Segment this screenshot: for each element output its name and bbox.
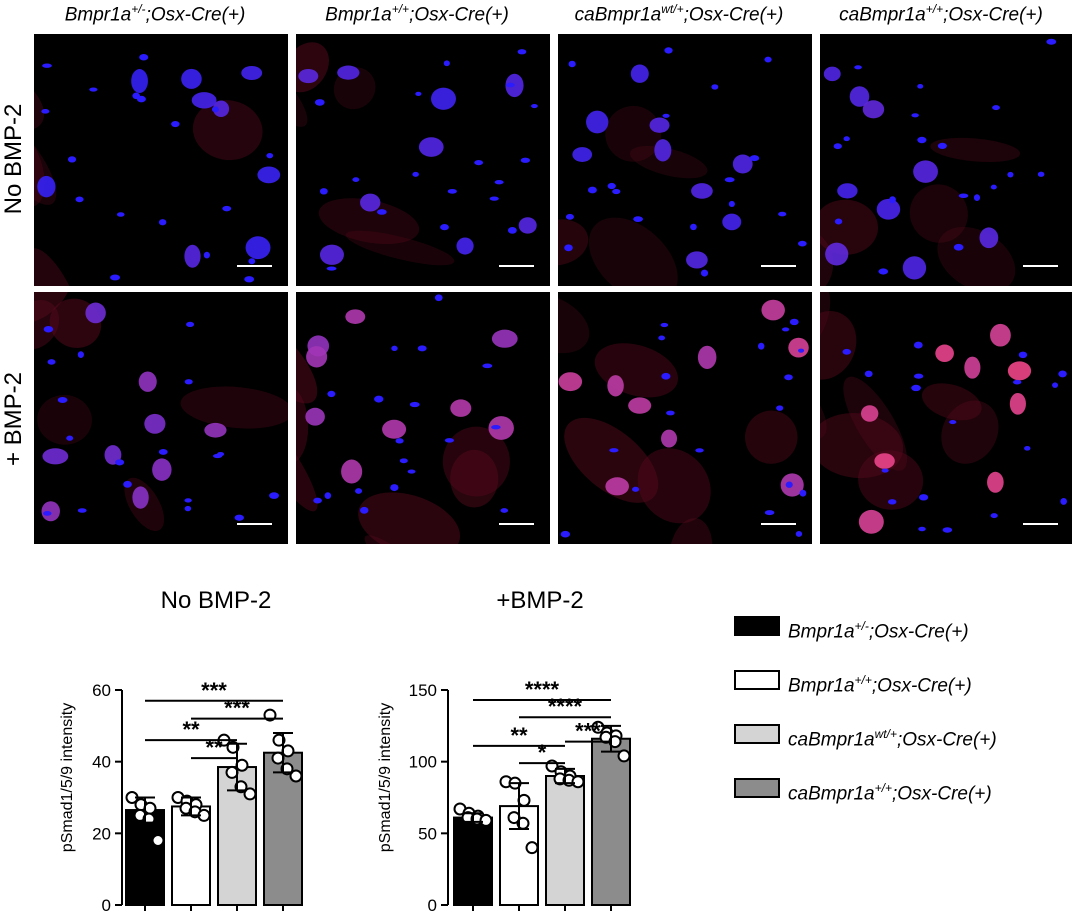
genotype-sup: +/- (131, 2, 146, 16)
significance-label: **** (525, 677, 560, 702)
micrograph-image (34, 34, 288, 286)
data-point (591, 720, 605, 734)
column-header: Bmpr1a+/+;Osx-Cre(+) (286, 2, 548, 26)
data-point (289, 769, 303, 783)
genotype-sup: +/+ (925, 2, 944, 16)
legend-swatch (734, 724, 780, 744)
legend-label: Bmpr1a+/-;Osx-Cre(+) (788, 619, 969, 643)
significance-label: * (538, 740, 547, 765)
micrograph-image (34, 292, 288, 544)
chart-title: No BMP-2 (161, 587, 272, 614)
micrograph-panel (34, 292, 288, 544)
row-label-no-bmp2: No BMP-2 (0, 103, 27, 215)
micrograph-panel (558, 34, 812, 286)
y-tick-label: 0 (102, 896, 111, 914)
significance-label: *** (224, 696, 250, 721)
genotype-base: Bmpr1a (64, 4, 132, 26)
significance-label: *** (201, 678, 227, 703)
legend-label: caBmpr1a+/+;Osx-Cre(+) (788, 781, 992, 805)
genotype-rest: ;Osx-Cre(+) (409, 4, 509, 26)
data-point (281, 744, 295, 758)
data-point (617, 749, 631, 763)
bar (545, 775, 585, 906)
legend-label: caBmpr1awt/+;Osx-Cre(+) (788, 727, 997, 751)
micrograph-panel (34, 34, 288, 286)
y-tick-label: 100 (409, 753, 437, 772)
column-header: caBmpr1a+/+;Osx-Cre(+) (810, 2, 1072, 26)
micrograph-image (820, 292, 1072, 544)
significance-label: *** (575, 719, 601, 744)
micrograph-panel (820, 292, 1072, 544)
y-tick-label: 40 (92, 753, 111, 772)
micrograph-image (558, 292, 812, 544)
data-point (479, 813, 493, 827)
significance-label: **** (548, 694, 583, 719)
data-point (525, 841, 539, 855)
legend-swatch (734, 778, 780, 798)
column-header: caBmpr1awt/+;Osx-Cre(+) (548, 2, 810, 26)
y-tick-label: 50 (418, 824, 437, 843)
significance-label: ** (205, 735, 223, 760)
genotype-rest: ;Osx-Cre(+) (943, 4, 1043, 26)
genotype-rest: ;Osx-Cre(+) (683, 4, 784, 26)
genotype-sup: +/+ (391, 2, 410, 16)
data-point (271, 751, 285, 765)
significance-label: ** (510, 723, 528, 748)
data-point (571, 775, 585, 789)
micrograph-image (296, 292, 550, 544)
data-point (517, 793, 531, 807)
column-header: Bmpr1a+/-;Osx-Cre(+) (24, 2, 286, 26)
data-point (272, 733, 286, 747)
significance-label: ** (182, 717, 200, 742)
data-point (243, 787, 257, 801)
chart-title: +BMP-2 (496, 587, 583, 614)
micrograph-panel (296, 292, 550, 544)
genotype-base: caBmpr1a (839, 4, 926, 26)
y-tick-label: 150 (409, 681, 437, 700)
bar (591, 737, 631, 906)
data-point (143, 801, 157, 815)
y-axis-label: pSmad1/5/9 intensity (377, 703, 394, 852)
micrograph-image (296, 34, 550, 286)
y-tick-label: 60 (92, 681, 111, 700)
genotype-base: Bmpr1a (325, 4, 392, 26)
data-point (225, 765, 239, 779)
y-tick-label: 0 (428, 896, 437, 914)
legend-swatch (734, 616, 780, 636)
bar (453, 816, 493, 907)
bar (125, 809, 165, 907)
row-label-plus-bmp2: + BMP-2 (0, 371, 27, 467)
data-point (235, 758, 249, 772)
y-tick-label: 20 (92, 824, 111, 843)
micrograph-panel (296, 34, 550, 286)
legend-label: Bmpr1a+/+;Osx-Cre(+) (788, 673, 972, 697)
micrograph-image (820, 34, 1072, 286)
y-axis-label: pSmad1/5/9 intensity (59, 703, 76, 852)
legend-swatch (734, 670, 780, 690)
micrograph-panel (558, 292, 812, 544)
genotype-base: caBmpr1a (574, 4, 662, 26)
micrograph-panel (820, 34, 1072, 286)
genotype-sup: wt/+ (661, 2, 684, 16)
micrograph-image (558, 34, 812, 286)
genotype-rest: ;Osx-Cre(+) (145, 4, 246, 26)
data-point (151, 834, 165, 847)
